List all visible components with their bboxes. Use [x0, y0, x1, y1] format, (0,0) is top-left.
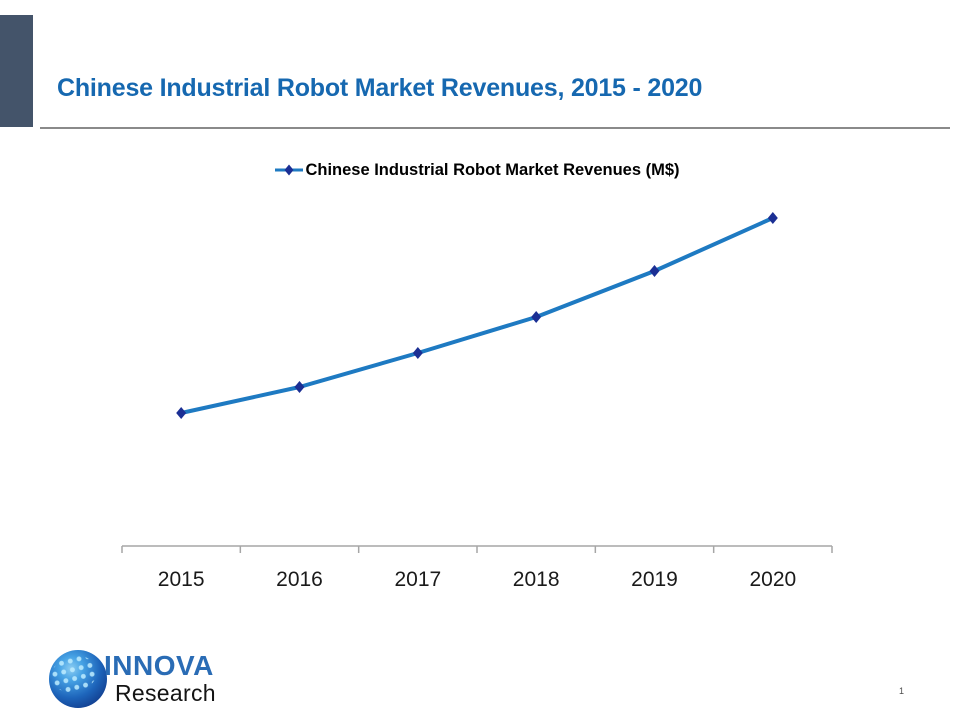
- x-axis-label: 2017: [394, 568, 441, 591]
- logo-subbrand-text: Research: [115, 680, 216, 706]
- title-divider: [40, 127, 950, 129]
- data-point-marker: [531, 311, 542, 323]
- data-point-marker: [767, 212, 778, 224]
- logo-brand-text: INNOVA: [104, 650, 214, 681]
- globe-tiles-pattern: [49, 650, 102, 697]
- data-point-marker: [176, 407, 187, 419]
- page-title: Chinese Industrial Robot Market Revenues…: [57, 74, 703, 102]
- legend-line-marker-icon: [274, 163, 304, 177]
- page-number: 1: [899, 686, 905, 696]
- data-point-marker: [294, 381, 305, 393]
- globe-logo-icon: [49, 650, 107, 708]
- x-axis-label: 2018: [513, 568, 560, 591]
- x-axis-label: 2016: [276, 568, 323, 591]
- data-point-marker: [412, 347, 423, 359]
- x-axis-label: 2015: [158, 568, 205, 591]
- legend-label: Chinese Industrial Robot Market Revenues…: [305, 160, 680, 179]
- chart-legend: Chinese Industrial Robot Market Revenues…: [122, 158, 832, 182]
- data-point-marker: [649, 265, 660, 277]
- x-axis-label: 2020: [749, 568, 796, 591]
- title-accent-bar: [0, 15, 33, 127]
- revenue-series-line: [179, 216, 775, 415]
- x-axis-label: 2019: [631, 568, 678, 591]
- innova-research-logo: INNOVA Research: [49, 648, 249, 714]
